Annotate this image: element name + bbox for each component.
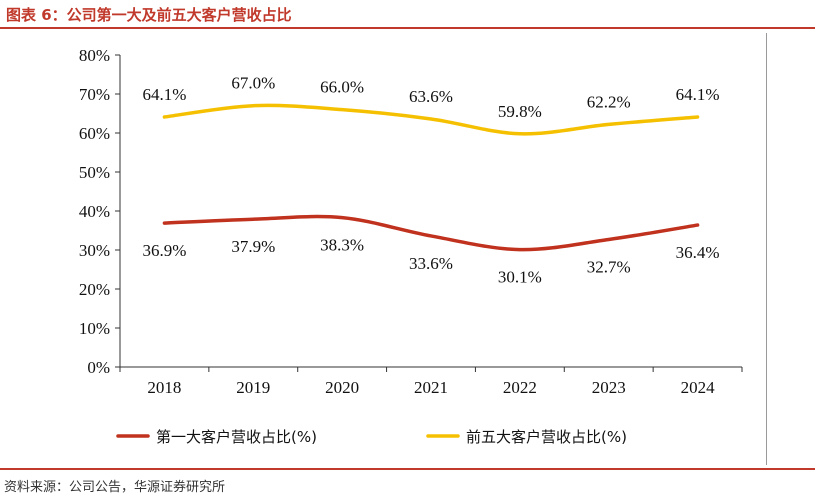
chart-axes: 0% 10% 20% 30% 40% 50% 60% 70% 80% 2018 2019 2020 20… (79, 46, 743, 397)
right-border-line (766, 33, 767, 465)
chart-data-labels: 36.9% 37.9% 38.3% 33.6% 30.1% 32.7% 36.4% 64.1%… (142, 74, 719, 287)
y-tick-label: 50% (79, 163, 110, 182)
x-tick-label: 2023 (592, 378, 626, 397)
series-line-2 (162, 103, 700, 136)
x-tick-label: 2021 (414, 378, 448, 397)
data-label: 36.4% (676, 243, 720, 262)
y-tick-label: 20% (79, 280, 110, 299)
chart-title: 图表 6：公司第一大及前五大客户营收占比 (6, 6, 292, 24)
y-tick-label: 80% (79, 46, 110, 65)
x-tick-label: 2020 (325, 378, 359, 397)
data-label: 32.7% (587, 257, 631, 276)
data-label: 33.6% (409, 254, 453, 273)
data-label: 59.8% (498, 102, 542, 121)
y-tick-label: 60% (79, 124, 110, 143)
chart-series-lines (162, 103, 700, 252)
x-tick-label: 2019 (236, 378, 270, 397)
title-divider (0, 27, 815, 29)
y-tick-label: 30% (79, 241, 110, 260)
data-label: 64.1% (142, 85, 186, 104)
data-label: 63.6% (409, 87, 453, 106)
x-tick-label: 2024 (681, 378, 716, 397)
x-tick-label: 2018 (147, 378, 181, 397)
source-note: 资料来源：公司公告，华源证券研究所 (4, 480, 226, 495)
y-tick-label: 10% (79, 319, 110, 338)
data-label: 36.9% (142, 241, 186, 260)
legend-label: 第一大客户营收占比(%) (156, 428, 317, 446)
data-label: 66.0% (320, 78, 364, 97)
data-label: 38.3% (320, 236, 364, 255)
series-line-1 (162, 214, 700, 252)
y-tick-label: 0% (87, 358, 110, 377)
y-tick-label: 40% (79, 202, 110, 221)
line-chart: 0% 10% 20% 30% 40% 50% 60% 70% 80% 2018 2019 2020 20… (79, 46, 743, 446)
legend-label: 前五大客户营收占比(%) (466, 428, 627, 446)
data-label: 64.1% (676, 85, 720, 104)
chart-legend: 第一大客户营收占比(%) 前五大客户营收占比(%) (116, 428, 627, 446)
data-label: 30.1% (498, 268, 542, 287)
y-tick-label: 70% (79, 85, 110, 104)
data-label: 37.9% (231, 237, 275, 256)
footer-divider (0, 468, 815, 470)
data-label: 62.2% (587, 92, 631, 111)
data-label: 67.0% (231, 74, 275, 93)
x-tick-label: 2022 (503, 378, 537, 397)
